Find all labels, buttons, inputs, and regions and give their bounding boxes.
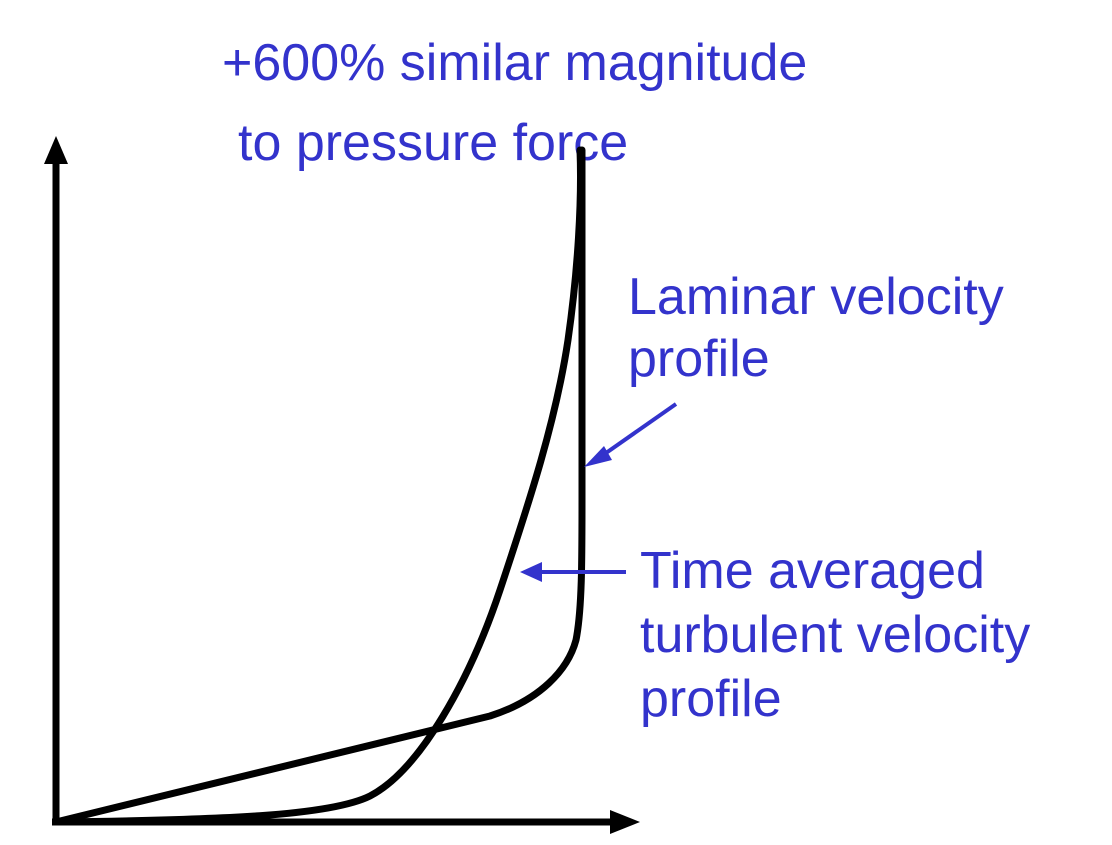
title-line-2: to pressure force [238,114,629,172]
turbulent-label-line-3: profile [640,670,782,728]
laminar-label-line-2: profile [628,330,770,388]
turbulent-label-line-2: turbulent velocity [640,606,1031,664]
laminar-velocity-curve [52,146,586,826]
turbulent-velocity-curve [52,146,584,826]
turbulent-label-line-1: Time averaged [640,542,985,600]
y-axis-arrowhead [44,136,68,164]
laminar-pointer-arrow [594,402,678,462]
laminar-pointer-arrowhead [584,446,612,467]
x-axis-arrowhead [610,810,640,834]
title-line-1: +600% similar magnitude [222,34,808,92]
turbulent-pointer-arrowhead [520,562,542,582]
laminar-label-line-1: Laminar velocity [628,268,1004,326]
